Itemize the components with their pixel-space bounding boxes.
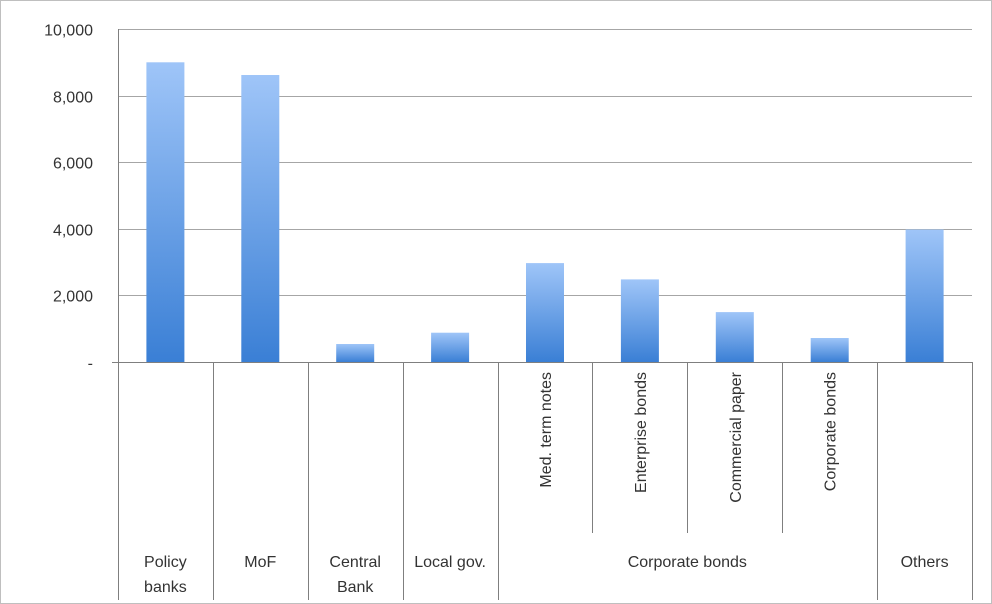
bars (146, 62, 944, 363)
y-tick-label: 6,000 (53, 156, 93, 173)
x-subcategory-label: Enterprise bonds (633, 372, 650, 493)
x-category-label: Local gov. (414, 554, 486, 571)
x-axis-category-labels: Med. term notes Enterprise bonds Commercia… (144, 371, 949, 596)
bar (715, 312, 754, 362)
bar (620, 279, 659, 362)
x-subcategory-label: Corporate bonds (823, 372, 840, 491)
axes (112, 29, 973, 600)
x-category-label: MoF (244, 554, 276, 571)
y-axis-tick-labels: - 2,000 4,000 6,000 8,000 10,000 (44, 23, 93, 373)
bar (336, 344, 375, 362)
x-subcategory-label: Med. term notes (538, 372, 555, 488)
x-subcategory-label: Commercial paper (728, 371, 745, 502)
bar (241, 75, 280, 362)
bar (810, 338, 849, 362)
y-tick-label: - (88, 356, 93, 373)
bar (146, 62, 185, 363)
x-category-label: Central Bank (329, 554, 381, 596)
x-category-label: Policy banks (144, 554, 187, 596)
y-tick-label: 10,000 (44, 23, 93, 40)
bar (905, 229, 944, 362)
bar (526, 263, 564, 362)
bar (431, 332, 470, 362)
y-tick-label: 8,000 (53, 90, 93, 107)
x-category-label: Others (901, 554, 949, 571)
y-tick-label: 4,000 (53, 223, 93, 240)
x-category-label: Corporate bonds (628, 554, 747, 571)
y-tick-label: 2,000 (53, 289, 93, 306)
